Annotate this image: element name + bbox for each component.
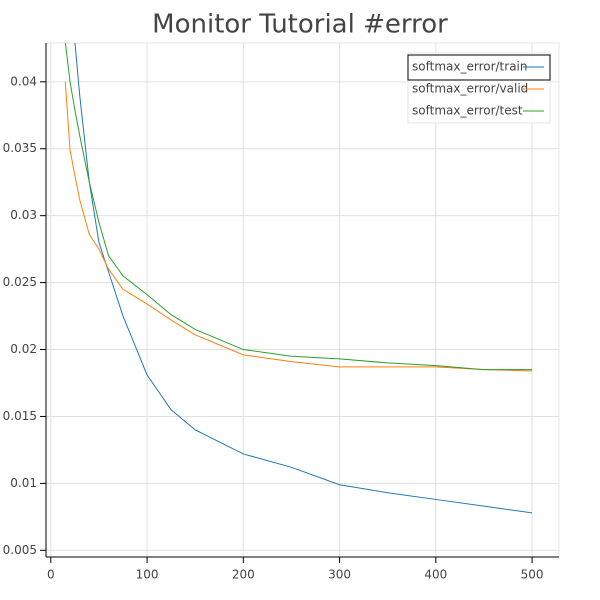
- legend-label: softmax_error/valid: [412, 82, 528, 96]
- y-tick-label: 0.005: [3, 543, 37, 557]
- axes: 0.005 0.01 0.015 0.02 0.025 0.03 0.035 0.04 0 100…: [3, 43, 559, 582]
- legend: softmax_error/train softmax_error/validso…: [407, 52, 551, 124]
- y-tick-label: 0.035: [3, 141, 37, 155]
- series-line: [74, 43, 533, 514]
- y-tick-label: 0.02: [10, 342, 37, 356]
- y-tick-label: 0.03: [10, 208, 37, 222]
- legend-label: softmax_error/train: [412, 60, 527, 74]
- chart-title: Monitor Tutorial #error: [152, 10, 448, 40]
- legend-highlight: [407, 54, 551, 81]
- x-tick-label: 300: [328, 568, 351, 582]
- x-tick-label: 400: [424, 568, 447, 582]
- y-tick-label: 0.025: [3, 275, 37, 289]
- x-tick-label: 500: [521, 568, 544, 582]
- series-line: [64, 43, 533, 371]
- x-tick-label: 200: [232, 568, 255, 582]
- x-tick-label: 100: [136, 568, 159, 582]
- legend-label: softmax_error/test: [412, 104, 523, 118]
- series-line: [64, 81, 533, 372]
- x-tick-label: 0: [47, 568, 55, 582]
- y-tick-label: 0.01: [10, 476, 37, 490]
- y-tick-label: 0.015: [3, 409, 37, 423]
- y-tick-label: 0.04: [10, 74, 37, 88]
- plot-area: [64, 43, 533, 514]
